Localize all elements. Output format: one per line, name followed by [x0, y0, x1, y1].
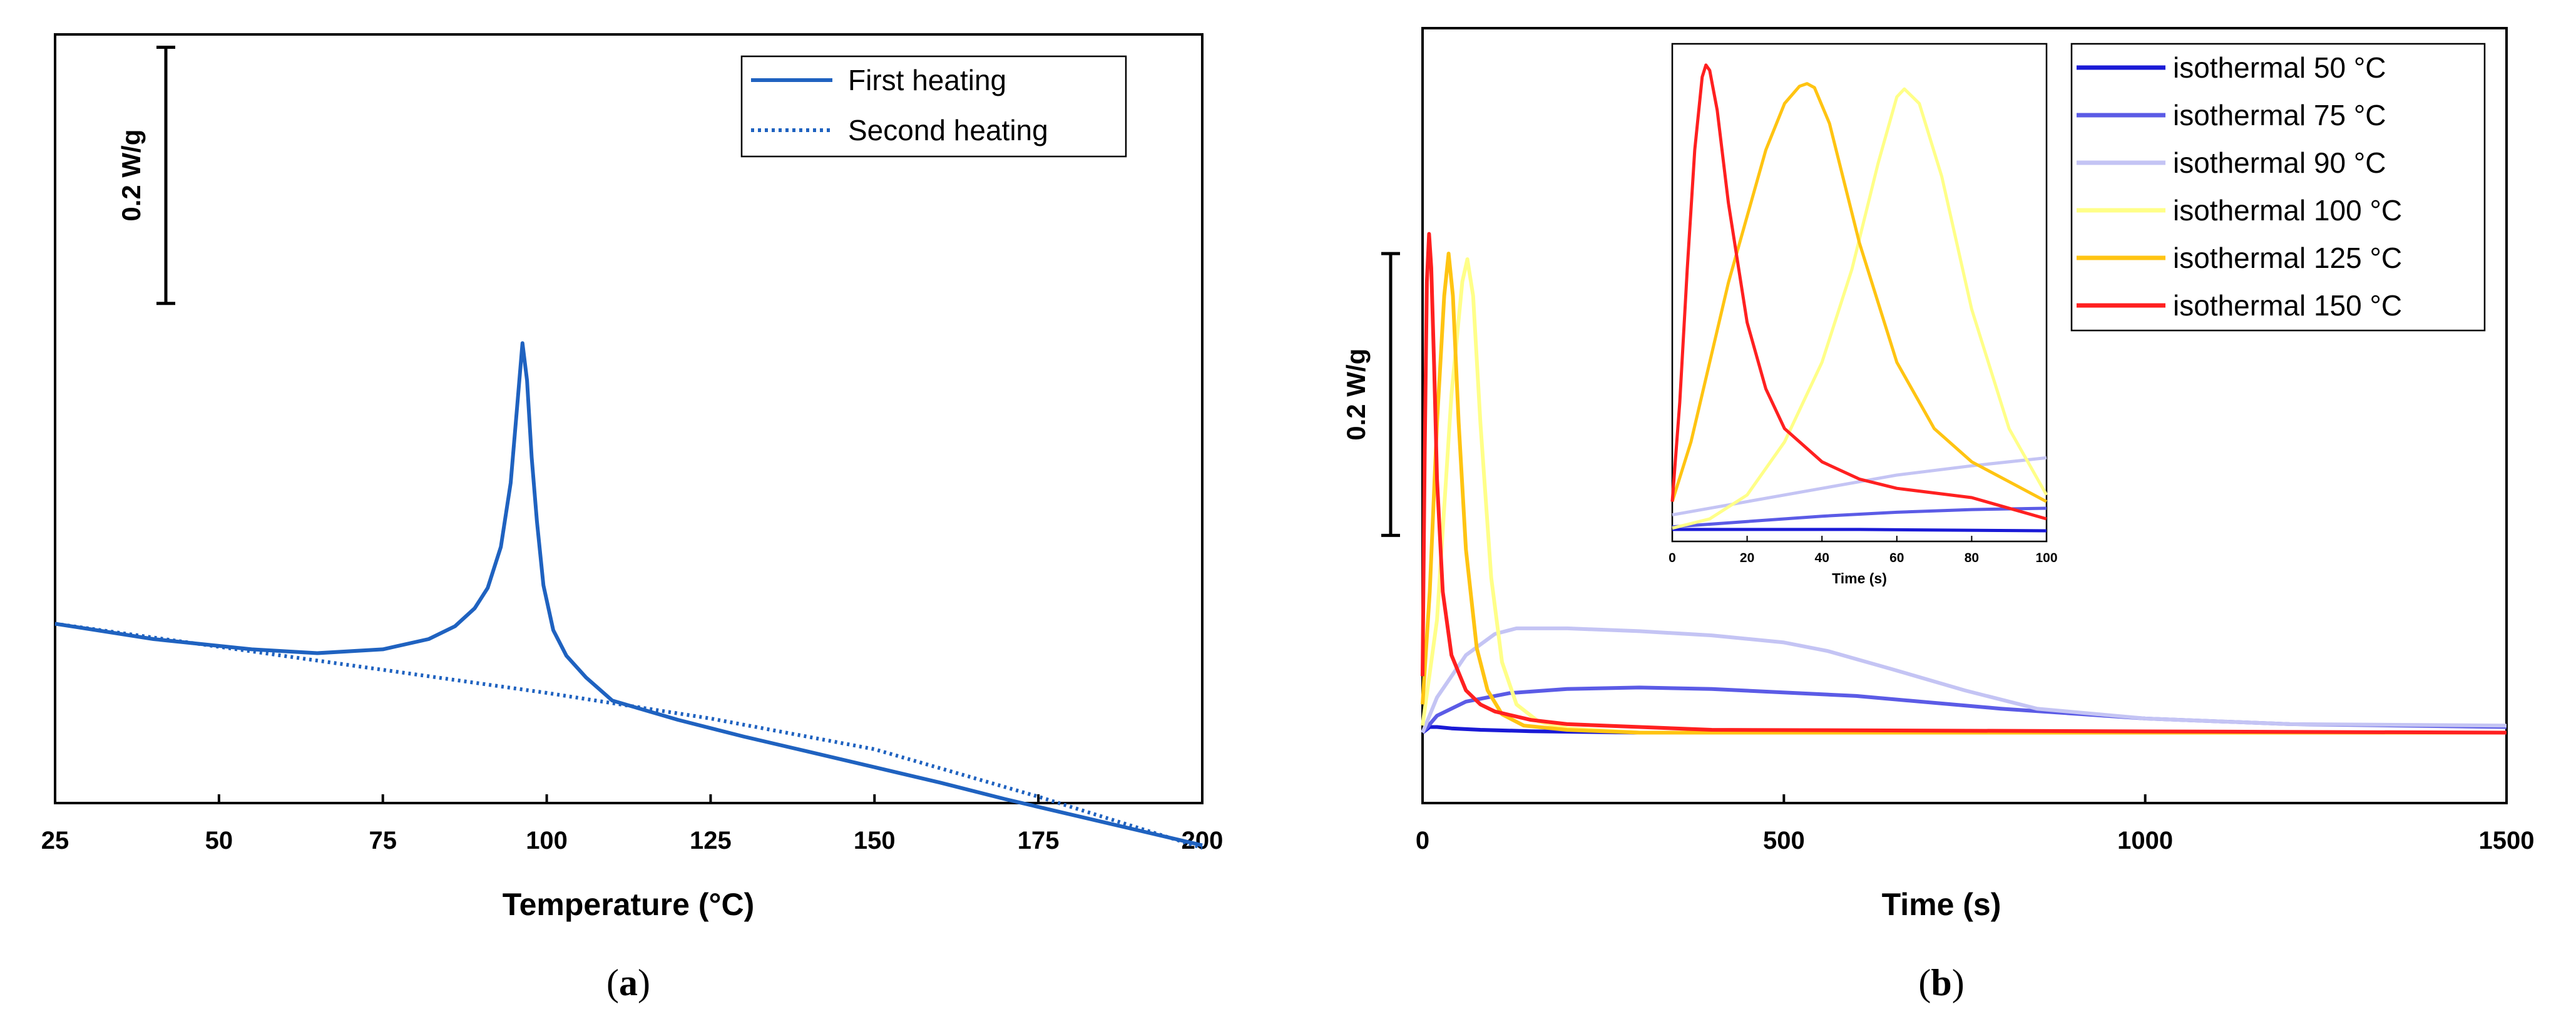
- panel-b-inset: 0 20 40 60 80 100 Time (s): [1669, 43, 2058, 586]
- panel-b-series: [1421, 232, 2507, 735]
- panel-a-x-tick-label: 125: [690, 827, 732, 854]
- panel-a-legend-box: [740, 55, 1127, 158]
- panel-b-series-isothermal-125-c: [1421, 252, 2507, 735]
- panel-b-x-tick-label: 1500: [2479, 827, 2535, 854]
- panel-b-series-isothermal-90-c: [1421, 626, 2507, 734]
- panel-a-legend: First heating Second heating: [740, 55, 1127, 158]
- panel-b-inset-x-tick-label: 20: [1740, 551, 1754, 565]
- panel-b-plot-frame: [1421, 27, 2508, 804]
- panel-a: 25 50 75 100 125 150 175 200 0.2 W/g First heat…: [41, 33, 1223, 1003]
- panel-a-legend-first-heating: First heating: [848, 64, 1006, 96]
- panel-a-series-second-heating: [54, 622, 1203, 850]
- panel-a-x-axis-title: Temperature (°C): [503, 887, 754, 922]
- panel-b-inset-series-isothermal-125-c: [1670, 82, 2048, 503]
- panel-a-legend-second-heating: Second heating: [848, 114, 1048, 146]
- panel-b-scale-bar: 0.2 W/g: [1341, 252, 1400, 537]
- panel-a-caption: (a): [606, 962, 650, 1003]
- panel-a-plot-frame: [54, 33, 1204, 804]
- panel-b: 0 500 1000 1500 0.2 W/g 0 20 40 60 80 100 Time (…: [1341, 27, 2535, 1003]
- panel-b-x-tick-label: 0: [1416, 827, 1429, 854]
- panel-b-legend-isothermal-90-c: isothermal 90 °C: [2173, 146, 2386, 179]
- panel-b-inset-x-tick-label: 100: [2035, 551, 2057, 565]
- panel-b-x-ticks: 0 500 1000 1500: [1416, 794, 2535, 854]
- panel-b-inset-series-isothermal-100-c: [1672, 87, 2048, 530]
- panel-a-scale-bar-label: 0.2 W/g: [116, 130, 146, 222]
- panel-a-x-tick-label: 175: [1018, 827, 1060, 854]
- panel-a-x-tick-label: 75: [369, 827, 397, 854]
- panel-b-inset-frame: [1671, 43, 2048, 543]
- panel-b-inset-series-isothermal-75-c: [1672, 506, 2047, 529]
- panel-a-x-tick-label: 100: [526, 827, 568, 854]
- panel-b-inset-x-tick-label: 40: [1815, 551, 1829, 565]
- panel-b-legend-isothermal-150-c: isothermal 150 °C: [2173, 289, 2402, 322]
- panel-a-series: [54, 341, 1203, 850]
- panel-b-legend-isothermal-125-c: isothermal 125 °C: [2173, 242, 2402, 274]
- panel-a-x-ticks: 25 50 75 100 125 150 175 200: [41, 794, 1223, 854]
- panel-a-x-tick-label: 50: [205, 827, 233, 854]
- panel-b-inset-series-isothermal-150-c: [1670, 63, 2047, 521]
- panel-b-legend: isothermal 50 °C isothermal 75 °C isotherm…: [2070, 43, 2486, 332]
- panel-b-legend-isothermal-100-c: isothermal 100 °C: [2173, 194, 2402, 227]
- panel-b-inset-x-ticks: 0 20 40 60 80 100: [1669, 536, 2058, 565]
- panel-b-inset-series-isothermal-50-c: [1672, 528, 2047, 533]
- panel-b-series-isothermal-150-c: [1421, 232, 2507, 735]
- panel-b-x-tick-label: 500: [1763, 827, 1805, 854]
- panel-b-inset-x-tick-label: 0: [1669, 551, 1676, 565]
- panel-b-series-isothermal-100-c: [1421, 257, 2507, 735]
- panel-a-x-tick-label: 25: [41, 827, 69, 854]
- panel-a-x-tick-label: 150: [854, 827, 896, 854]
- panel-b-legend-isothermal-75-c: isothermal 75 °C: [2173, 99, 2386, 131]
- panel-b-inset-x-tick-label: 60: [1889, 551, 1904, 565]
- panel-b-scale-bar-label: 0.2 W/g: [1341, 349, 1371, 441]
- panel-a-scale-bar: 0.2 W/g: [116, 45, 175, 305]
- panel-b-x-tick-label: 1000: [2117, 827, 2173, 854]
- panel-a-series-first-heating: [54, 341, 1203, 847]
- panel-b-inset-series: [1670, 63, 2048, 533]
- panel-b-x-axis-title: Time (s): [1882, 887, 2001, 922]
- panel-b-inset-x-tick-label: 80: [1965, 551, 1979, 565]
- panel-b-inset-x-axis-title: Time (s): [1832, 570, 1887, 586]
- panel-b-caption: (b): [1918, 962, 1964, 1003]
- panel-b-legend-isothermal-50-c: isothermal 50 °C: [2173, 51, 2386, 84]
- panel-b-legend-box: [2070, 43, 2486, 332]
